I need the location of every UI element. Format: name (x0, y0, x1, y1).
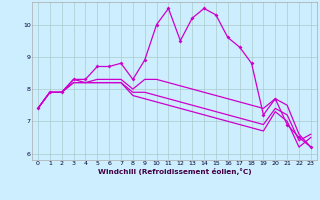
X-axis label: Windchill (Refroidissement éolien,°C): Windchill (Refroidissement éolien,°C) (98, 168, 251, 175)
